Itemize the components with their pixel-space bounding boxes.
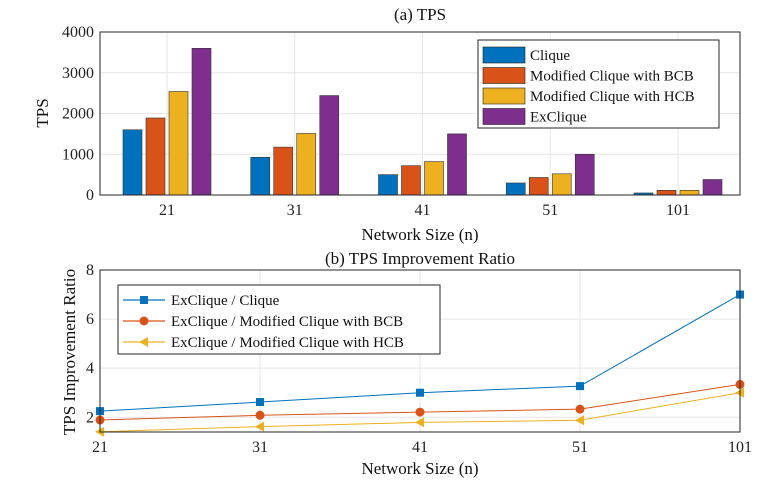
x-tick-label: 41 bbox=[415, 202, 431, 219]
chart-a-xlabel: Network Size (n) bbox=[361, 225, 478, 244]
bar-modified-clique-with-bcb bbox=[528, 177, 549, 196]
y-tick-label: 6 bbox=[86, 311, 94, 328]
x-tick-label: 31 bbox=[252, 439, 268, 456]
legend-label: ExClique / Modified Clique with HCB bbox=[171, 335, 404, 351]
legend-box bbox=[117, 284, 441, 355]
triangle-left-marker bbox=[255, 421, 264, 432]
x-tick-label: 21 bbox=[159, 202, 175, 219]
x-tick-label: 31 bbox=[287, 202, 303, 219]
bar-clique bbox=[122, 129, 143, 196]
bar-clique bbox=[505, 182, 526, 196]
square-marker bbox=[576, 382, 584, 391]
bar-exclique bbox=[447, 133, 467, 196]
triangle-left-marker bbox=[575, 415, 584, 426]
legend-swatch bbox=[482, 67, 526, 84]
legend: Clique Modified Clique with BCB Modified C… bbox=[477, 39, 720, 129]
y-tick-label: 2000 bbox=[62, 106, 94, 123]
bar-modified-clique-with-bcb bbox=[145, 117, 166, 196]
legend-label: Clique bbox=[530, 48, 570, 64]
legend-label: ExClique / Clique bbox=[171, 293, 280, 309]
axes-box bbox=[99, 269, 741, 433]
legend-swatch bbox=[482, 46, 526, 64]
bar-modified-clique-with-hcb bbox=[679, 190, 700, 196]
y-tick-label: 4 bbox=[86, 360, 94, 377]
bar-modified-clique-with-hcb bbox=[424, 161, 444, 196]
bar-modified-clique-with-bcb bbox=[656, 190, 677, 196]
chart-a-title: (a) TPS bbox=[394, 5, 446, 24]
square-marker bbox=[416, 388, 424, 397]
bar-modified-clique-with-hcb bbox=[168, 91, 189, 196]
bar-exclique bbox=[319, 95, 340, 196]
legend-label: Modified Clique with BCB bbox=[530, 69, 694, 85]
axes-box bbox=[99, 31, 741, 196]
bar-exclique bbox=[574, 153, 595, 196]
y-tick-label: 8 bbox=[86, 262, 94, 279]
bar-modified-clique-with-hcb bbox=[551, 173, 572, 196]
x-tick-label: 51 bbox=[572, 439, 588, 456]
triangle-left-marker bbox=[139, 337, 148, 347]
bar-modified-clique-with-bcb bbox=[273, 146, 294, 196]
circle-marker bbox=[255, 410, 265, 420]
y-tick-label: 3000 bbox=[62, 65, 94, 82]
legend-label: ExClique bbox=[530, 110, 587, 126]
bar-modified-clique-with-bcb bbox=[401, 165, 421, 196]
legend-label: ExClique / Modified Clique with BCB bbox=[171, 314, 403, 330]
bar-exclique bbox=[191, 47, 212, 196]
chart-b-ylabel: TPS Improvement Ratio bbox=[60, 269, 79, 435]
bar-clique bbox=[250, 157, 271, 196]
y-tick-label: 1000 bbox=[62, 146, 94, 163]
x-tick-label: 51 bbox=[542, 202, 558, 219]
square-marker bbox=[256, 398, 264, 407]
x-tick-label: 21 bbox=[92, 439, 108, 456]
legend-label: Modified Clique with HCB bbox=[530, 89, 695, 105]
triangle-left-marker bbox=[415, 417, 424, 428]
chart-b-title: (b) TPS Improvement Ratio bbox=[325, 249, 515, 268]
legend-swatch bbox=[482, 87, 526, 105]
chart-a-ylabel: TPS bbox=[33, 98, 52, 127]
square-marker bbox=[140, 296, 148, 304]
circle-marker bbox=[415, 407, 425, 417]
chart-b-xlabel: Network Size (n) bbox=[361, 459, 478, 478]
legend-swatch bbox=[482, 108, 526, 125]
y-tick-label: 4000 bbox=[62, 24, 94, 41]
circle-marker bbox=[575, 404, 585, 414]
bar-clique bbox=[378, 174, 398, 196]
x-tick-label: 101 bbox=[728, 439, 752, 456]
bar-exclique bbox=[702, 179, 723, 196]
x-tick-label: 101 bbox=[666, 202, 690, 219]
circle-marker bbox=[139, 316, 149, 326]
y-tick-label: 2 bbox=[86, 409, 94, 426]
bar-modified-clique-with-hcb bbox=[296, 133, 317, 196]
y-tick-label: 0 bbox=[86, 187, 94, 204]
x-tick-label: 41 bbox=[412, 439, 428, 456]
legend: ExClique / Clique ExClique / Modified Cli… bbox=[117, 284, 441, 355]
